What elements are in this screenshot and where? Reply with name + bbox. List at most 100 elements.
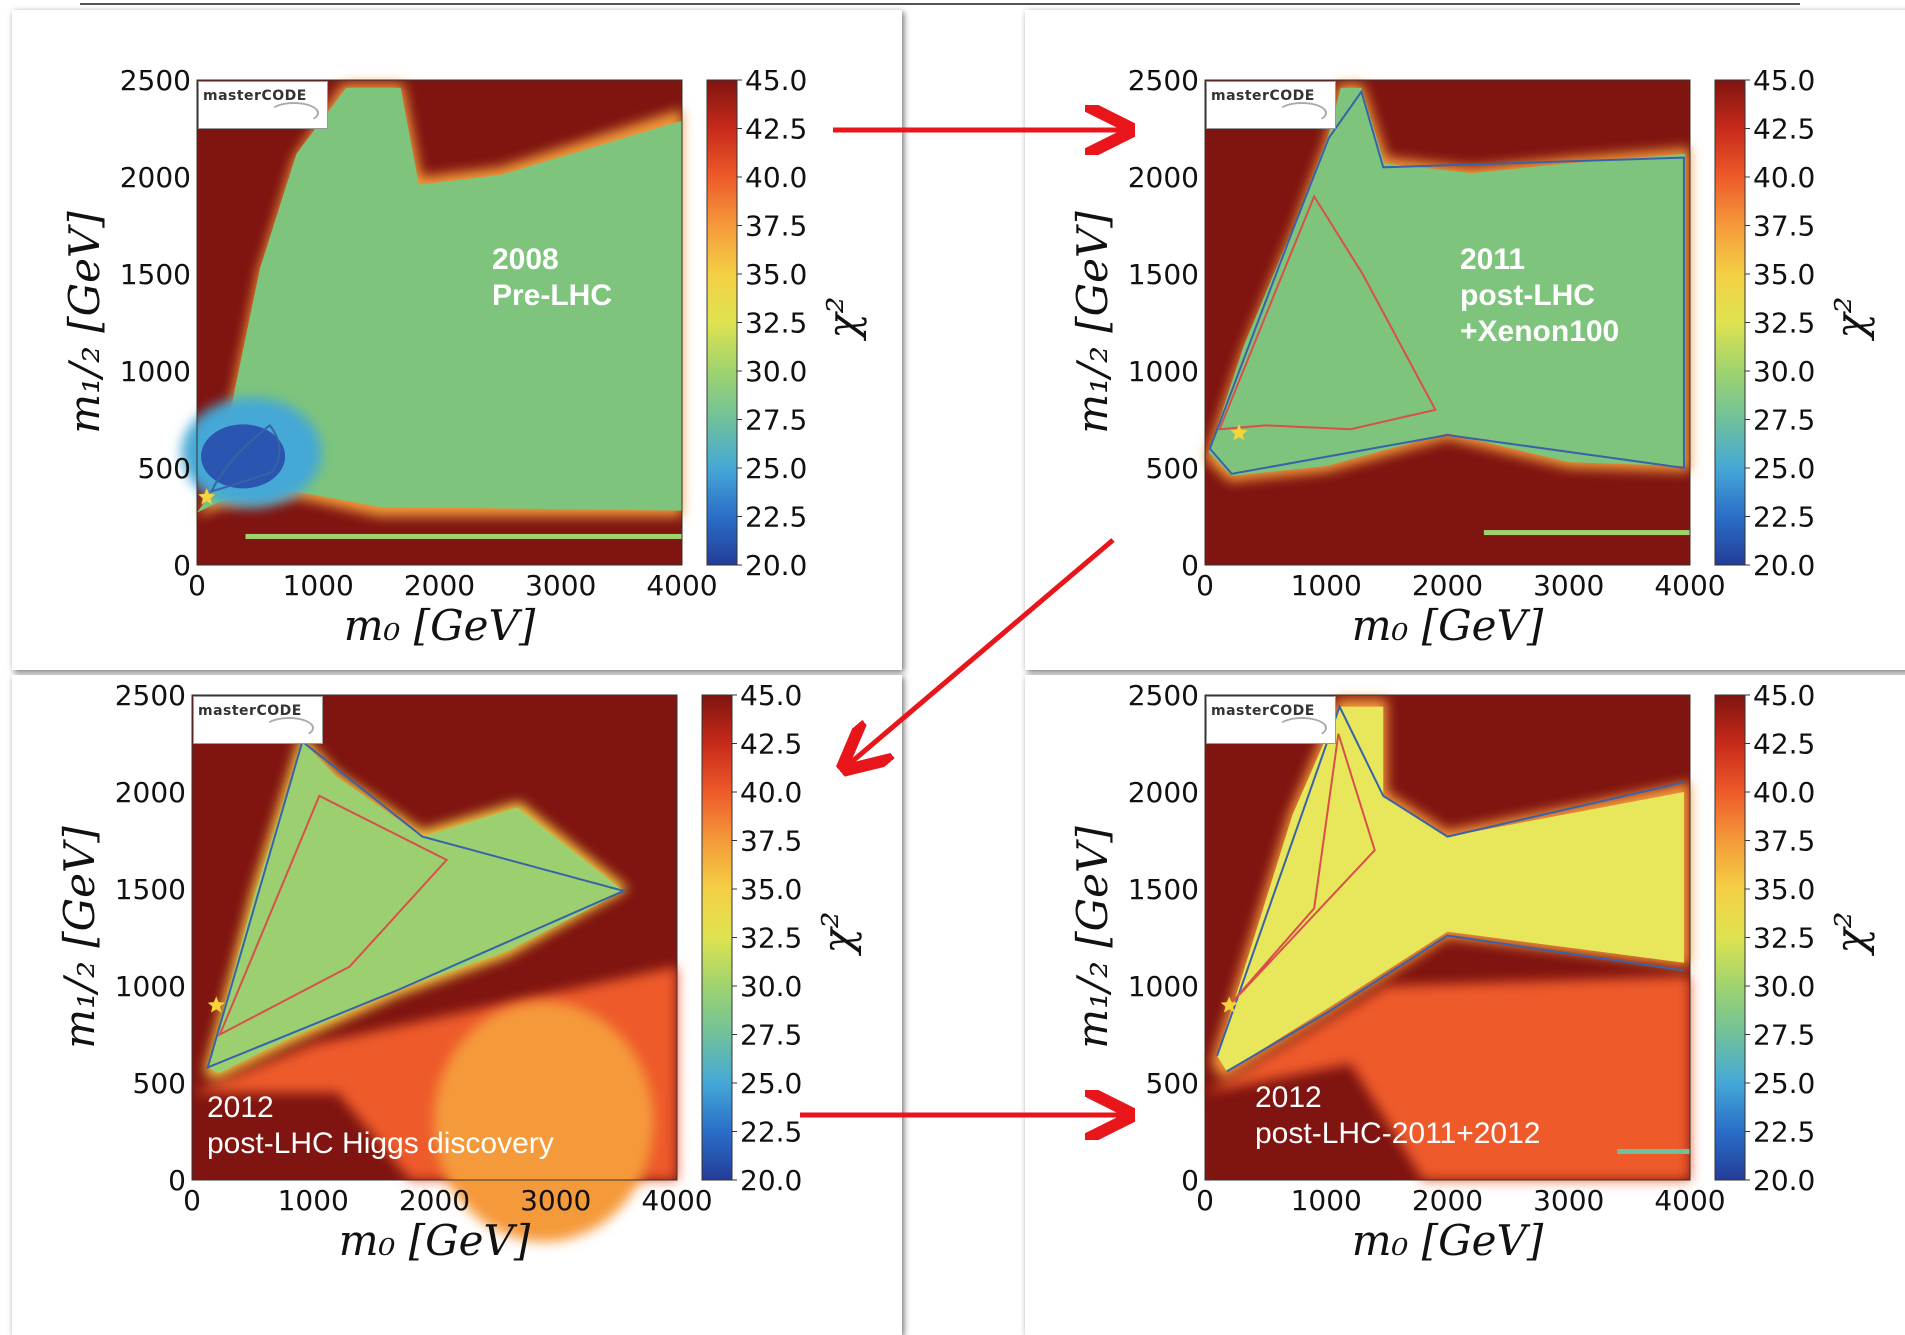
colorbar-tick-label: 20.0 [745,549,807,582]
logo-swoosh-icon [1277,102,1327,124]
logo-text: masterCODE [1211,88,1315,104]
annotation-line: 2012 [207,1091,274,1124]
colorbar-tick-label: 37.5 [1753,210,1815,243]
y-tick-label: 2000 [1128,161,1199,194]
heatmap-post-lhc-2011-2012: 0 1000 2000 3000 4000 0 500 1000 1500 2000 2500 m₀ … [1068,679,1875,1265]
colorbar-tick-label: 40.0 [1753,161,1815,194]
colorbar-tick-label: 27.5 [1753,404,1815,437]
x-tick-label: 3000 [1533,569,1604,602]
colorbar-tick-label: 42.5 [1753,113,1815,146]
y-tick-label: 0 [1181,1164,1199,1197]
y-tick-label: 1000 [120,355,191,388]
colorbar-tick-label: 42.5 [1753,728,1815,761]
colorbar-tick-label: 25.0 [740,1067,802,1100]
colorbar-tick-label: 40.0 [745,161,807,194]
y-tick-label: 1500 [120,258,191,291]
colorbar-tick-label: 27.5 [745,404,807,437]
colorbar-tick-label: 22.5 [745,501,807,534]
colorbar-tick-label: 20.0 [740,1164,802,1197]
mastercode-logo: masterCODE [193,696,323,744]
arrow-post-lhc-2011-to-post-lhc-higgs-2012 [848,538,1115,765]
logo-swoosh-icon [1277,717,1327,739]
colorbar-tick-label: 32.5 [745,307,807,340]
colorbar-tick-label: 40.0 [1753,776,1815,809]
chart-panel-pre-lhc-2008: 0 1000 2000 3000 4000 0 500 1000 1500 2000 2500 m₀ … [12,10,902,670]
annotation-line: 2008 [492,243,559,276]
y-tick-label: 2500 [1128,64,1199,97]
chart-panel-post-lhc-higgs-2012: 0 1000 2000 3000 4000 0 500 1000 1500 2000 2500 m₀ … [12,675,902,1335]
x-tick-label: 2000 [404,569,475,602]
mastercode-logo: masterCODE [198,81,328,129]
colorbar-tick-label: 30.0 [740,970,802,1003]
colorbar [1714,694,1746,1181]
x-tick-label: 0 [188,569,206,602]
annotation-line: post-LHC [1460,279,1595,312]
colorbar-tick-label: 37.5 [1753,825,1815,858]
x-axis-label: m₀ [GeV] [344,601,536,650]
colorbar-tick-label: 35.0 [745,258,807,291]
y-tick-label: 1000 [115,970,186,1003]
x-tick-label: 1000 [283,569,354,602]
colorbar-tick-label: 35.0 [1753,258,1815,291]
x-tick-label: 3000 [1533,1184,1604,1217]
y-tick-label: 1500 [115,873,186,906]
colorbar-tick-label: 25.0 [1753,1067,1815,1100]
colorbar-tick-label: 42.5 [740,728,802,761]
x-tick-label: 4000 [641,1184,712,1217]
plot-frame [1204,79,1691,566]
colorbar-tick-label: 30.0 [1753,355,1815,388]
progression-arrows [800,0,1905,1274]
best-fit-star-icon [1230,424,1248,441]
panel-annotation: 2008 Pre-LHC [492,242,612,314]
colorbar-tick-label: 45.0 [745,64,807,97]
y-tick-label: 1000 [1128,970,1199,1003]
y-tick-label: 1500 [1128,873,1199,906]
x-axis-label: m₀ [GeV] [1352,601,1544,650]
x-tick-label: 0 [1196,1184,1214,1217]
annotation-line: 2012 [1255,1081,1322,1114]
colorbar-tick-label: 22.5 [1753,1116,1815,1149]
y-axis-label: m₁/₂ [GeV] [55,826,104,1049]
colorbar-tick-label: 45.0 [1753,64,1815,97]
panel-annotation: 2011 post-LHC +Xenon100 [1460,242,1619,350]
panel-annotation: 2012 post-LHC-2011+2012 [1255,1080,1540,1152]
x-tick-label: 4000 [1654,1184,1725,1217]
colorbar-tick-label: 22.5 [740,1116,802,1149]
x-tick-label: 1000 [1291,569,1362,602]
colorbar-tick-label: 30.0 [745,355,807,388]
annotation-line: post-LHC-2011+2012 [1255,1117,1541,1150]
colorbar-label: χ² [818,296,867,341]
colorbar-tick-label: 37.5 [740,825,802,858]
allowed-region [192,733,677,1242]
colorbar-tick-label: 35.0 [1753,873,1815,906]
plot-frame [1204,694,1691,1181]
panel-annotation: 2012 post-LHC Higgs discovery [207,1090,554,1162]
heatmap-post-lhc-2011: 0 1000 2000 3000 4000 0 500 1000 1500 2000 2500 m₀ … [1068,64,1875,650]
y-tick-label: 0 [173,549,191,582]
y-tick-label: 500 [1146,452,1199,485]
x-tick-label: 1000 [1291,1184,1362,1217]
x-tick-label: 3000 [520,1184,591,1217]
colorbar-tick-label: 40.0 [740,776,802,809]
y-tick-label: 0 [168,1164,186,1197]
colorbar-tick-label: 30.0 [1753,970,1815,1003]
logo-text: masterCODE [1211,703,1315,719]
plot-frame [191,694,678,1181]
y-axis-label: m₁/₂ [GeV] [1068,826,1117,1049]
x-axis-label: m₀ [GeV] [339,1216,531,1265]
colorbar-tick-label: 32.5 [1753,307,1815,340]
y-tick-label: 2000 [115,776,186,809]
colorbar-tick-label: 25.0 [745,452,807,485]
colorbar-tick-label: 45.0 [1753,679,1815,712]
y-tick-label: 1500 [1128,258,1199,291]
y-tick-label: 2000 [1128,776,1199,809]
heatmap-post-lhc-higgs-2012: 0 1000 2000 3000 4000 0 500 1000 1500 2000 2500 m₀ … [55,679,862,1265]
y-tick-label: 2500 [1128,679,1199,712]
y-tick-label: 500 [138,452,191,485]
logo-swoosh-icon [269,102,319,124]
y-tick-label: 2500 [115,679,186,712]
heatmap-pre-lhc-2008: 0 1000 2000 3000 4000 0 500 1000 1500 2000 2500 m₀ … [60,64,867,650]
colorbar-label: χ² [1826,911,1875,956]
logo-text: masterCODE [203,88,307,104]
best-fit-star-icon [198,488,216,505]
